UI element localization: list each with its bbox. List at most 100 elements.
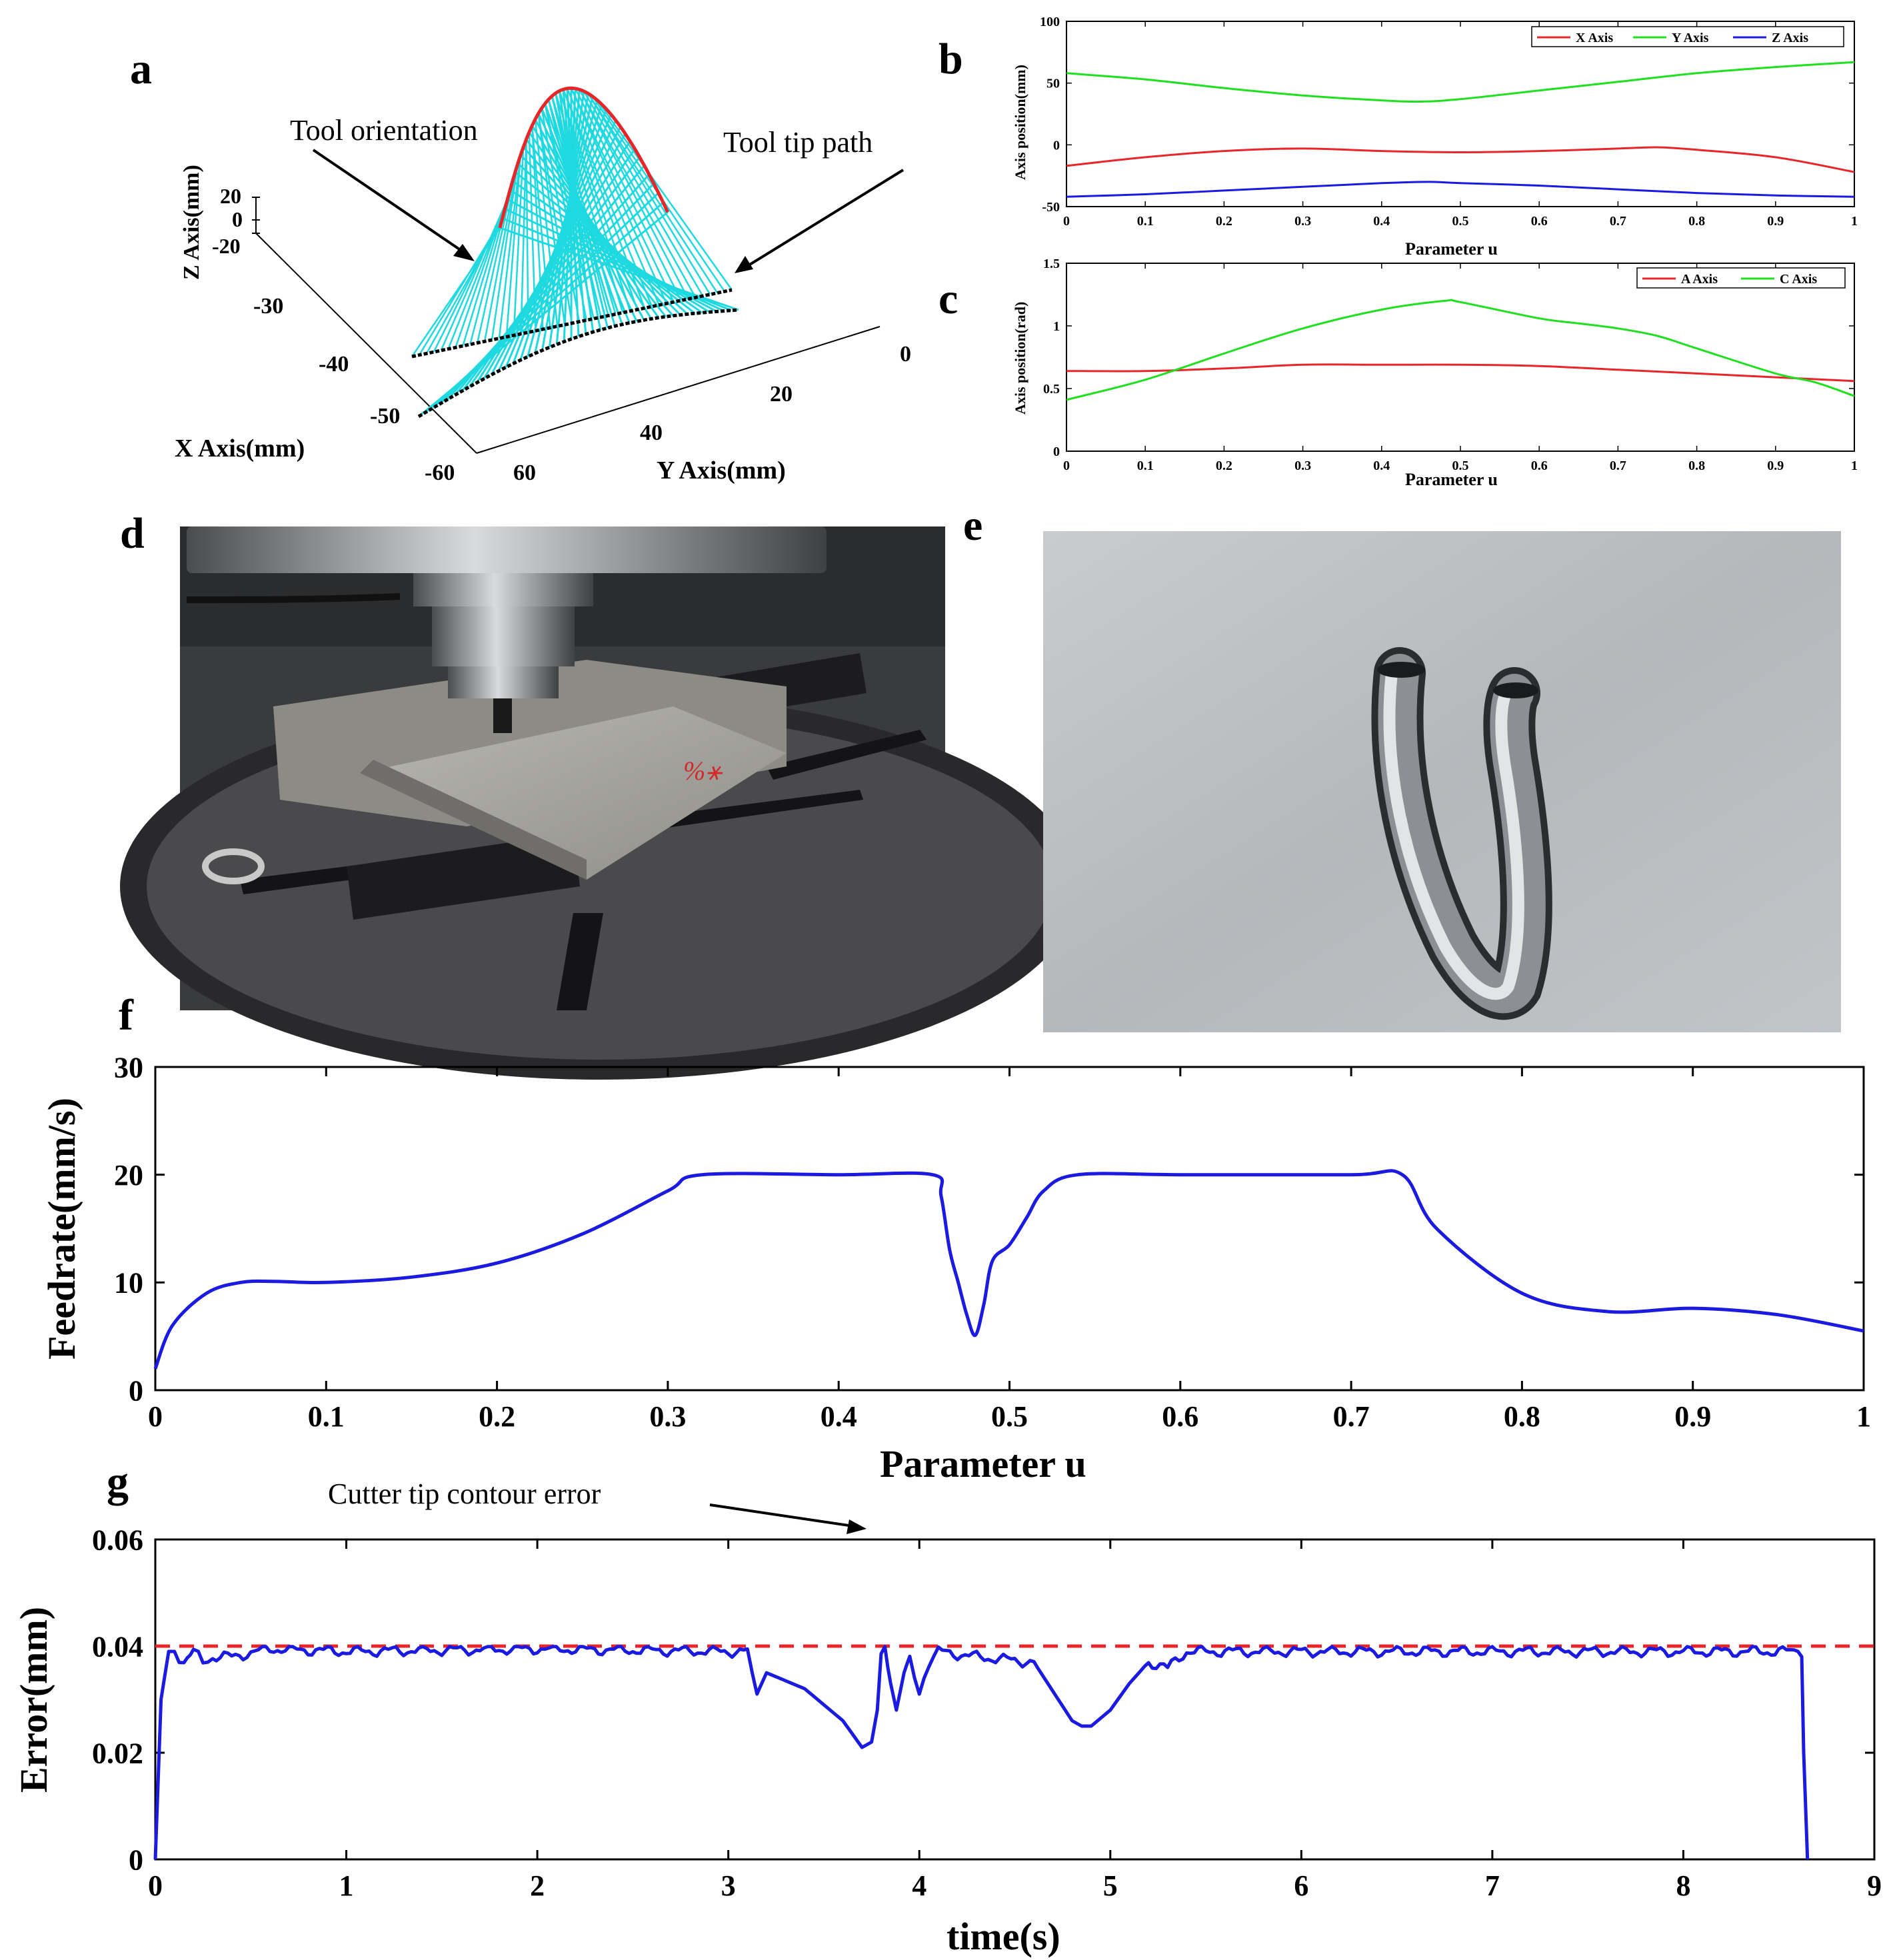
annotation-tool-orientation: Tool orientation (290, 114, 478, 147)
workpiece (360, 706, 787, 880)
y-axis-label: Axis position(mm) (1012, 65, 1028, 180)
series-line-a-axis (1066, 363, 1855, 383)
x-tick-label: 0 (148, 1869, 163, 1902)
series-layer (1066, 61, 1855, 198)
tool-vector (534, 119, 559, 327)
y-axis-label: Error(mm) (12, 1607, 55, 1793)
panel-b-chart: b 0 0.1 0.2 0.3 0.4 0.5 0.6 0.7 0.8 0.9 1-50050100… (939, 15, 1858, 259)
x-tick: -50 (370, 404, 400, 429)
y-tick: 40 (640, 421, 663, 445)
tool-holder (432, 606, 575, 666)
x-tick-label: 0 (1063, 214, 1070, 229)
legend-z-axis: Z Axis (1772, 31, 1808, 45)
x-tick-label: 0.5 (1452, 459, 1469, 473)
tool-vector (566, 88, 661, 306)
series-line-x-axis (1066, 146, 1855, 173)
tool-vector (583, 91, 704, 297)
x-tick-label: 0.2 (479, 1400, 515, 1433)
x-tick-label: 0.1 (1137, 214, 1154, 229)
x-tick-label: 7 (1485, 1869, 1500, 1902)
y-axis-line (476, 326, 881, 454)
plot-frame (154, 1066, 1865, 1392)
annotation-arrow (745, 169, 905, 268)
x-tick-label: 6 (1294, 1869, 1308, 1902)
legend-y-axis: Y Axis (1672, 31, 1709, 45)
y-tick: 60 (513, 461, 536, 485)
legend: X Axis Y Axis Z Axis (1531, 26, 1844, 47)
panel-label-g: g (107, 1458, 129, 1506)
x-tick-label: 0.3 (1294, 214, 1311, 229)
z-tick: 20 (220, 184, 241, 208)
panel-label-b: b (939, 35, 963, 83)
series-line-y-axis (1066, 61, 1855, 103)
x-tick-label: 0.7 (1333, 1400, 1370, 1433)
tool-vector (537, 113, 573, 324)
tool-vector (483, 163, 519, 342)
y-tick-label: 0.04 (92, 1630, 143, 1663)
tool-vector (551, 95, 609, 316)
clamp (347, 833, 580, 920)
y-axis-label: Y Axis(mm) (657, 457, 786, 485)
tool-tip-path-curve-lower (411, 288, 733, 359)
x-tick-label: 1 (1851, 459, 1858, 473)
tool-vector (440, 199, 509, 351)
plot-frame (154, 1538, 1876, 1861)
series-layer (1066, 299, 1855, 401)
panel-label-a: a (130, 45, 152, 93)
x-tick-label: 1 (1856, 1400, 1871, 1433)
x-axis-label: Parameter u (880, 1442, 1086, 1485)
legend-box (1531, 26, 1844, 47)
x-tick-label: 0.8 (1688, 214, 1705, 229)
x-tick: -30 (253, 294, 283, 319)
tool-vector (570, 87, 667, 304)
x-tick-label: 0.4 (821, 1400, 857, 1433)
x-axis-label: Parameter u (1405, 239, 1498, 259)
x-tick-label: 0.4 (1373, 214, 1390, 229)
tool-vector (525, 139, 529, 333)
tool-vector (544, 103, 588, 321)
tool-vector (505, 155, 522, 337)
tool-tip-path-curve (417, 308, 739, 419)
cutter (493, 698, 512, 733)
x-tick-label: 0.9 (1767, 214, 1784, 229)
x-tick: -60 (425, 461, 455, 485)
y-tick-label: 0 (129, 1374, 143, 1407)
tool-vector (499, 227, 739, 311)
x-tick-label: 0.1 (308, 1400, 345, 1433)
arrow-head (453, 244, 475, 261)
y-tick: 20 (770, 382, 793, 407)
tool-vector (513, 147, 525, 336)
x-tick-label: 4 (912, 1869, 927, 1902)
x-tick-label: 0.6 (1531, 214, 1548, 229)
x-tick-label: 0.9 (1674, 1400, 1711, 1433)
panel-g-chart: g Cutter tip contour error 0 1 2 3 4 5 6 7 8 9 0 0.… (12, 1458, 1882, 1958)
y-tick-label: 100 (1040, 15, 1060, 29)
tool-vector (491, 163, 519, 341)
y-tick-label: 0 (129, 1843, 143, 1876)
plot-frame (1066, 21, 1855, 207)
tool-vector (562, 89, 646, 309)
tool-vector (579, 89, 697, 298)
panel-label-f: f (119, 991, 134, 1040)
x-tick-label: 0.7 (1610, 459, 1626, 473)
legend-x-axis: X Axis (1576, 31, 1613, 45)
x-axis-line (255, 233, 477, 454)
y-axis-label: Feedrate(mm/s) (40, 1098, 83, 1360)
tool-vector (455, 189, 511, 348)
tool-vector (454, 165, 645, 396)
x-tick-label: 0.8 (1688, 459, 1705, 473)
x-tick-label: 3 (721, 1869, 736, 1902)
tool-vector (587, 93, 719, 294)
x-tick-label: 1 (339, 1869, 354, 1902)
panel-label-e: e (963, 501, 982, 550)
x-tick-label: 0.1 (1137, 459, 1154, 473)
tool-vector (520, 139, 527, 334)
plot-frame (1066, 263, 1855, 452)
tick-layer: 0 1 2 3 4 5 6 7 8 9 0 0.02 0.04 0.06 (92, 1523, 1882, 1902)
legend: A Axis C Axis (1636, 267, 1846, 289)
x-tick-label: 0.3 (1294, 459, 1311, 473)
tool-vector (555, 89, 581, 345)
